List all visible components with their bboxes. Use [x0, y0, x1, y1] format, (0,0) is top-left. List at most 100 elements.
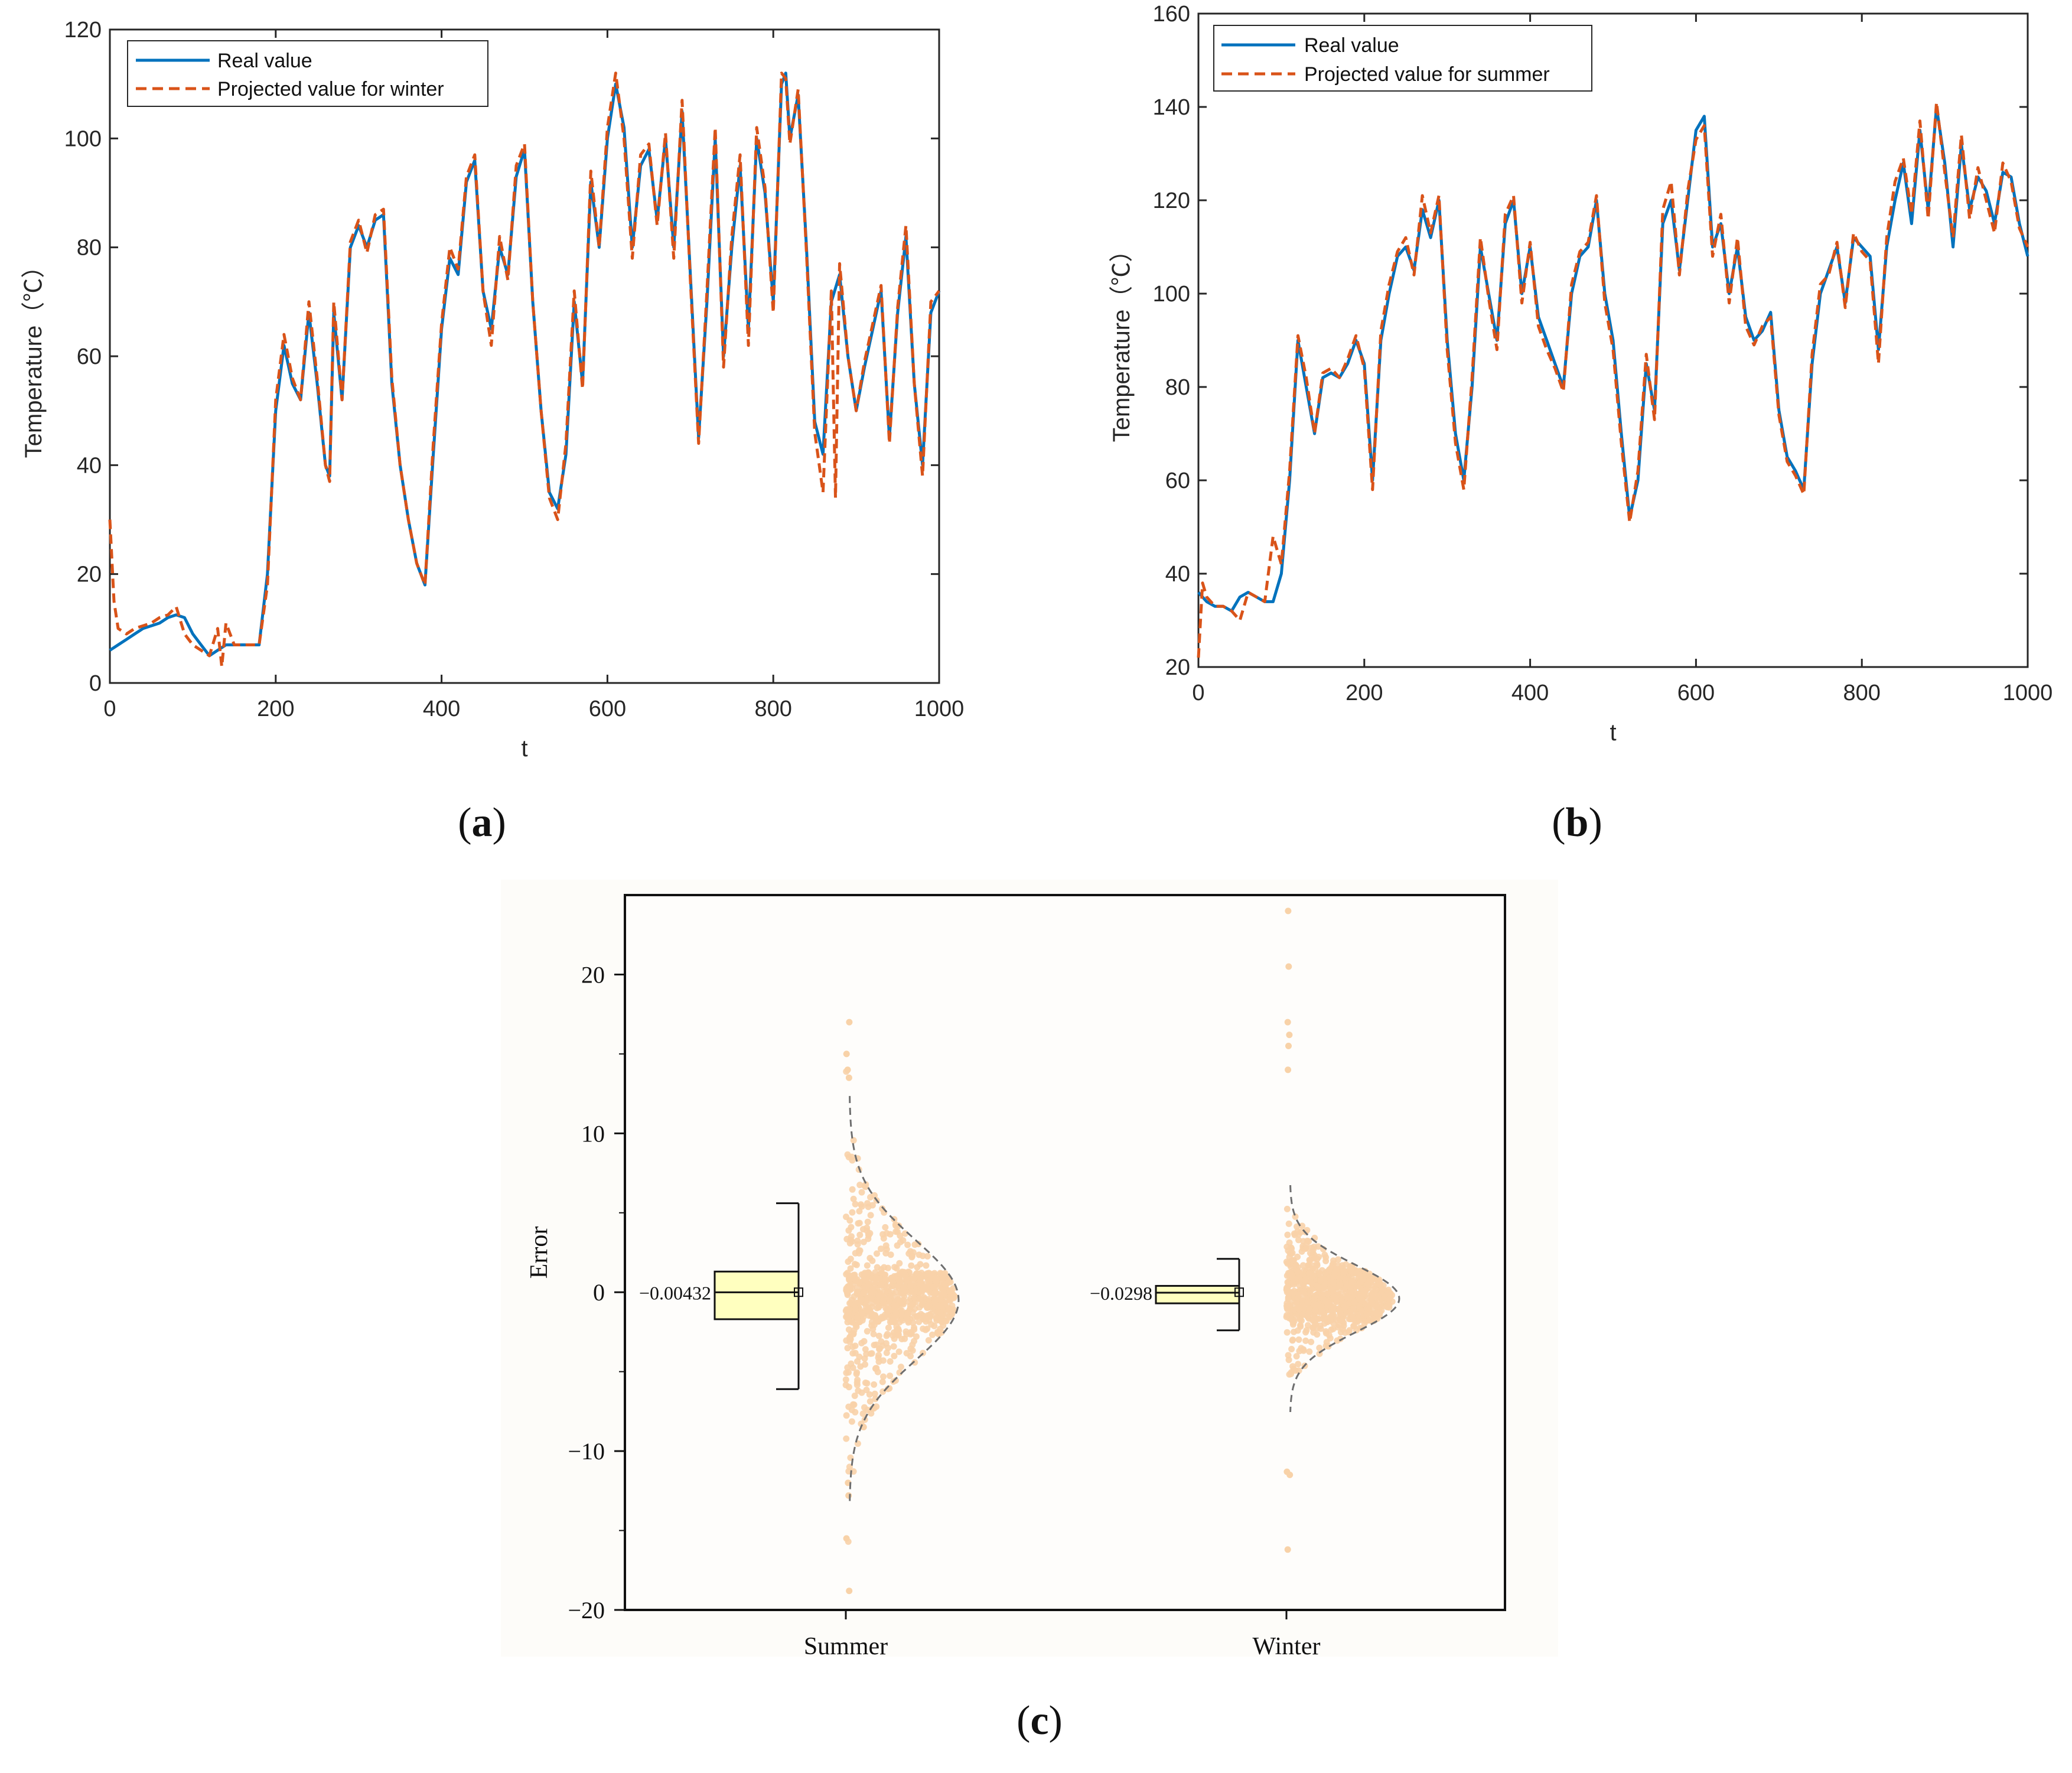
axis-ticks-b: 0 200 400 600 800 1000 20 40 60 80 100 120 140 160 [1153, 2, 2053, 705]
data-point-winter [1373, 1303, 1380, 1310]
data-point-summer [852, 1306, 859, 1313]
data-point-winter [1372, 1286, 1379, 1293]
data-point-winter [1299, 1262, 1307, 1269]
data-point-summer [907, 1280, 914, 1287]
data-point-summer [886, 1297, 893, 1304]
legend-label-projected-a: Projected value for winter [217, 78, 444, 100]
data-point-winter [1295, 1336, 1302, 1343]
data-point-summer [888, 1318, 895, 1325]
data-point-summer [915, 1241, 922, 1248]
x-tick-label: 600 [1677, 681, 1715, 705]
data-point-winter [1364, 1281, 1371, 1288]
data-point-summer [868, 1410, 875, 1417]
data-point-summer [859, 1310, 866, 1317]
data-point-summer [864, 1200, 871, 1207]
data-point-summer [849, 1186, 856, 1193]
data-point-summer [916, 1318, 923, 1325]
data-point-winter [1340, 1326, 1347, 1333]
data-point-winter [1295, 1237, 1302, 1244]
data-point-summer [868, 1295, 875, 1302]
data-point-winter [1348, 1277, 1356, 1284]
series-group-a [108, 71, 941, 668]
y-tick-label-c: 20 [581, 961, 605, 988]
data-point-summer [929, 1331, 936, 1338]
y-tick-label: 100 [1153, 282, 1190, 307]
panel-label-close-a: ) [493, 800, 506, 845]
data-point-summer [863, 1387, 870, 1394]
outlier-point-winter [1285, 907, 1292, 915]
panel-label-close-c: ) [1049, 1698, 1063, 1743]
axis-ticks-a: 0 200 400 600 800 1000 0 20 40 60 80 100 120 [64, 18, 965, 721]
data-point-winter [1308, 1280, 1315, 1287]
data-point-winter [1293, 1353, 1300, 1360]
data-point-winter [1321, 1320, 1328, 1327]
plot-area-c [624, 894, 1506, 1611]
y-tick-label: 40 [77, 453, 102, 478]
data-point-summer [880, 1300, 887, 1307]
data-point-summer [915, 1312, 922, 1319]
data-point-summer [851, 1261, 858, 1268]
data-point-summer [875, 1304, 882, 1311]
y-tick-label: 60 [77, 344, 102, 369]
y-tick-label-c: −10 [568, 1438, 605, 1465]
data-point-summer [879, 1378, 886, 1385]
data-point-summer [908, 1288, 915, 1295]
data-point-summer [890, 1332, 896, 1339]
data-point-summer [871, 1381, 878, 1388]
panel-label-open-a: ( [458, 800, 471, 845]
data-point-summer [853, 1381, 861, 1388]
data-point-winter [1296, 1306, 1302, 1312]
y-tick-label: 20 [77, 562, 102, 587]
data-point-summer [895, 1348, 903, 1355]
data-point-summer [878, 1270, 885, 1277]
legend-label-real-b: Real value [1304, 34, 1399, 57]
y-axis-label-c: Error [526, 1227, 553, 1279]
data-point-summer [911, 1324, 917, 1331]
y-tick-label-c: 10 [581, 1120, 605, 1147]
data-point-summer [868, 1289, 875, 1296]
data-point-summer [878, 1313, 885, 1320]
data-point-winter [1337, 1310, 1344, 1317]
data-point-winter [1304, 1299, 1311, 1306]
data-point-summer [949, 1309, 956, 1316]
data-point-summer [858, 1189, 865, 1196]
data-point-winter [1321, 1283, 1328, 1290]
data-point-winter [1284, 1278, 1291, 1286]
data-point-summer [904, 1241, 911, 1248]
data-point-winter [1289, 1336, 1296, 1343]
data-point-summer [897, 1278, 904, 1286]
data-point-summer [940, 1291, 947, 1298]
data-point-summer [856, 1208, 863, 1215]
data-point-summer [907, 1302, 914, 1309]
data-point-summer [850, 1330, 857, 1337]
mean-value-label-winter: −0.0298 [1090, 1283, 1152, 1304]
data-point-winter [1308, 1244, 1315, 1251]
y-axis-label-b: Temperature（℃） [1109, 239, 1135, 443]
data-point-summer [848, 1299, 855, 1306]
data-point-summer [930, 1284, 937, 1291]
data-point-winter [1304, 1322, 1311, 1329]
data-point-summer [870, 1330, 877, 1338]
data-point-summer [948, 1293, 955, 1300]
category-label-winter: Winter [1253, 1633, 1321, 1660]
data-point-summer [900, 1284, 907, 1291]
data-point-summer [916, 1304, 923, 1311]
data-point-summer [931, 1290, 937, 1297]
legend-a: Real value Projected value for winter [127, 40, 488, 107]
data-point-winter [1283, 1205, 1291, 1212]
data-point-summer [926, 1277, 933, 1284]
data-point-summer [887, 1251, 894, 1258]
data-point-summer [892, 1309, 900, 1316]
data-point-winter [1306, 1348, 1313, 1355]
data-point-winter [1322, 1254, 1330, 1261]
data-point-summer [845, 1384, 852, 1391]
data-point-summer [861, 1355, 868, 1362]
x-tick-label: 200 [1346, 681, 1383, 705]
data-point-summer [928, 1271, 935, 1278]
data-point-summer [864, 1328, 871, 1335]
mean-error-bar-summer [714, 1270, 800, 1320]
data-point-winter [1327, 1335, 1334, 1342]
data-point-winter [1374, 1310, 1381, 1317]
data-point-summer [856, 1354, 863, 1361]
data-point-winter [1358, 1296, 1366, 1303]
